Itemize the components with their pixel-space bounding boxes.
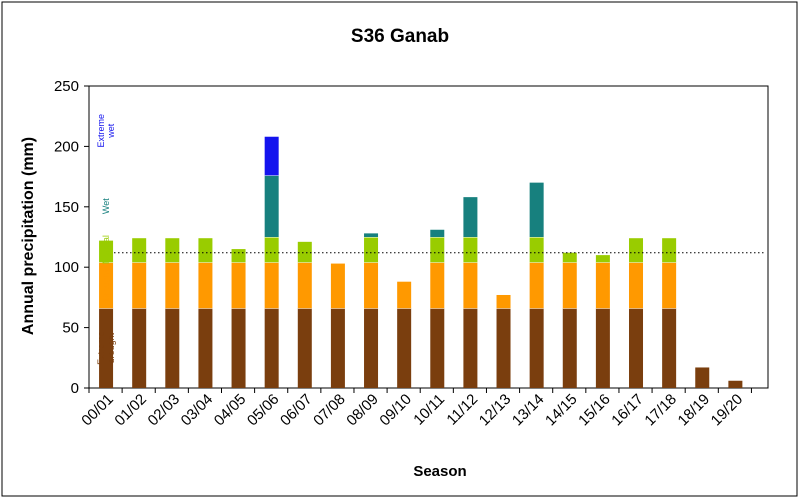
- bar-segment: [364, 233, 379, 237]
- bar-segment: [165, 308, 180, 388]
- bar-segment: [264, 237, 279, 263]
- bar-segment: [463, 308, 478, 388]
- bar-segment: [132, 262, 147, 309]
- bar-segment: [662, 262, 677, 309]
- bar-segment: [430, 237, 445, 263]
- bar-segment: [330, 263, 345, 309]
- bar-segment: [99, 308, 114, 388]
- bar-segment: [397, 308, 412, 388]
- band-label: Drought: [101, 269, 111, 302]
- band-label: Normal: [101, 235, 111, 264]
- bar-segment: [297, 241, 312, 263]
- bar-segment: [463, 237, 478, 263]
- bar-segment: [629, 262, 644, 309]
- bar-segment: [629, 308, 644, 388]
- bar-segment: [430, 308, 445, 388]
- bar-segment: [562, 308, 577, 388]
- bar-segment: [662, 238, 677, 263]
- bar-segment: [463, 262, 478, 309]
- bar-segment: [165, 262, 180, 309]
- bar-segment: [231, 308, 246, 388]
- bar-segment: [728, 380, 743, 388]
- bar-segment: [264, 262, 279, 309]
- bar-segment: [529, 308, 544, 388]
- bar-segment: [595, 255, 610, 263]
- bar-segment: [231, 249, 246, 263]
- y-tick-label: 250: [54, 78, 79, 95]
- bar-segment: [198, 238, 213, 263]
- band-label: Extreme: [96, 331, 106, 365]
- bar-segment: [264, 308, 279, 388]
- bar-segment: [562, 262, 577, 309]
- bar-segment: [397, 281, 412, 309]
- bar-segment: [430, 229, 445, 237]
- bar-segment: [463, 197, 478, 237]
- band-label: wet: [106, 123, 116, 139]
- band-label: drought: [106, 332, 116, 363]
- bar-segment: [364, 237, 379, 263]
- bar-segment: [99, 240, 114, 263]
- bar-segment: [231, 262, 246, 309]
- bar-segment: [297, 262, 312, 309]
- bar-segment: [364, 308, 379, 388]
- y-tick-label: 150: [54, 199, 79, 216]
- band-label: Extreme: [96, 114, 106, 148]
- plot-border: [88, 85, 769, 389]
- bar-segment: [132, 308, 147, 388]
- bar-segment: [529, 262, 544, 309]
- y-tick-label: 50: [62, 320, 79, 337]
- bar-segment: [264, 175, 279, 237]
- bar-segment: [562, 252, 577, 263]
- band-label: Wet: [101, 198, 111, 214]
- bar-segment: [496, 294, 511, 309]
- bar-segment: [629, 238, 644, 263]
- x-axis-label: Season: [413, 463, 466, 480]
- bar-segment: [198, 262, 213, 309]
- bar-segment: [695, 367, 710, 388]
- bar-segment: [496, 308, 511, 388]
- bar-segment: [198, 308, 213, 388]
- bar-segment: [165, 238, 180, 263]
- bar-segment: [132, 238, 147, 263]
- bar-segment: [99, 262, 114, 309]
- y-tick-label: 100: [54, 259, 79, 276]
- bar-segment: [529, 237, 544, 263]
- chart-title: S36 Ganab: [351, 26, 449, 47]
- y-tick-label: 200: [54, 138, 79, 155]
- bar-segment: [364, 262, 379, 309]
- bar-segment: [330, 308, 345, 388]
- y-axis-label: Annual precipitation (mm): [20, 137, 37, 335]
- bar-segment: [662, 308, 677, 388]
- bar-segment: [297, 308, 312, 388]
- bar-segment: [264, 136, 279, 176]
- bar-segment: [595, 308, 610, 388]
- bar-segment: [430, 262, 445, 309]
- y-tick-label: 0: [71, 380, 79, 397]
- bar-segment: [529, 182, 544, 237]
- bar-segment: [595, 262, 610, 309]
